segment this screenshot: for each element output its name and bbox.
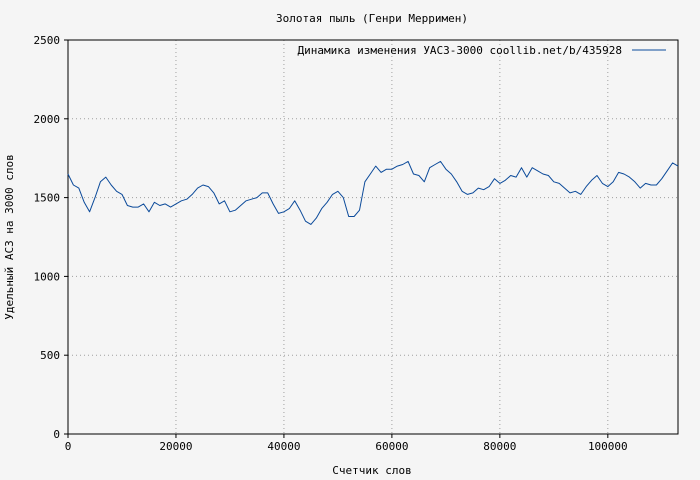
series-lines [67, 160, 679, 225]
x-tick-label: 60000 [375, 440, 408, 453]
legend-entry-label: Динамика изменения УАСЗ-3000 coollib.net… [297, 44, 622, 57]
x-tick-label: 0 [65, 440, 72, 453]
x-axis-label: Счетчик слов [332, 464, 411, 477]
series-line-0 [67, 160, 679, 225]
y-axis-label: Удельный АСЗ на 3000 слов [3, 154, 16, 320]
y-tick-label: 1000 [34, 270, 61, 283]
y-tick-label: 500 [40, 349, 60, 362]
y-tick-label: 1500 [34, 192, 61, 205]
x-tick-label: 80000 [483, 440, 516, 453]
plot-area [67, 39, 679, 435]
axis-ticks: 0 20000 40000 60000 80000 100000 0 500 1000 1500 2… [34, 34, 628, 453]
x-tick-label: 40000 [267, 440, 300, 453]
y-tick-label: 0 [53, 428, 60, 441]
y-tick-label: 2500 [34, 34, 61, 47]
legend: Динамика изменения УАСЗ-3000 coollib.net… [297, 44, 666, 57]
grid [68, 40, 678, 434]
chart-title: Золотая пыль (Генри Мерримен) [276, 12, 468, 25]
y-tick-label: 2000 [34, 113, 61, 126]
x-tick-label: 20000 [159, 440, 192, 453]
x-tick-label: 100000 [588, 440, 628, 453]
